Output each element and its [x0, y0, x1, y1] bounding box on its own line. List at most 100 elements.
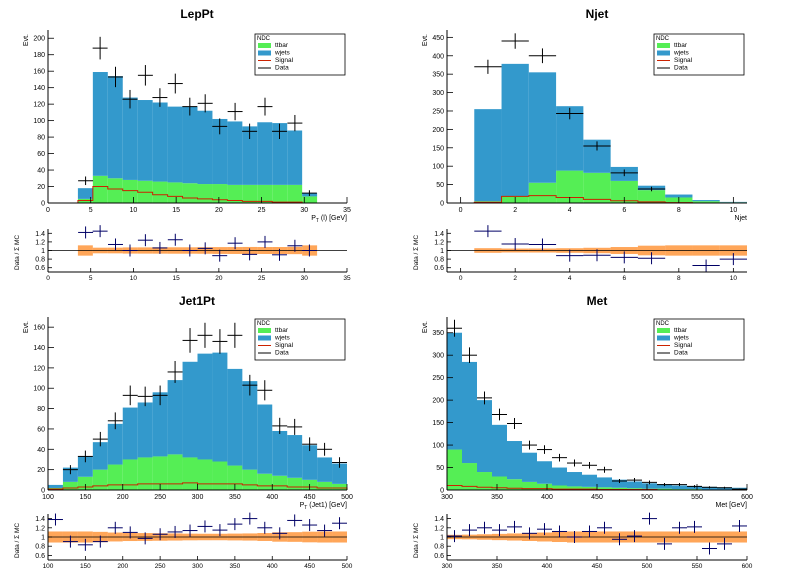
ratio-point — [152, 528, 168, 541]
ratio-y-tick-label: 1.2 — [434, 525, 444, 532]
x-tick-label: 550 — [691, 494, 703, 501]
ttbar-bar — [152, 181, 168, 203]
wjets-bar — [474, 109, 502, 202]
data-point — [302, 437, 318, 452]
data-point — [62, 465, 78, 475]
ttbar-bar — [522, 481, 537, 490]
ratio-point — [227, 518, 243, 531]
ttbar-bar — [477, 472, 492, 490]
y-tick-label: 80 — [37, 135, 45, 142]
ratio-point — [182, 244, 198, 257]
y-tick-label: 160 — [33, 69, 45, 76]
ttbar-bar — [272, 475, 288, 490]
y-tick-label: 150 — [432, 145, 444, 152]
ratio-y-tick-label: 0.8 — [35, 257, 45, 264]
legend-label: wjets — [274, 50, 291, 57]
y-tick-label: 150 — [432, 420, 444, 427]
ratio-point — [637, 252, 666, 265]
ratio-point — [242, 512, 258, 525]
ratio-point — [474, 225, 502, 238]
data-point — [242, 374, 258, 396]
data-point — [137, 386, 153, 407]
ttbar-bar — [122, 459, 138, 490]
y-tick-label: 450 — [432, 35, 444, 42]
wjets-bar — [212, 118, 228, 185]
data-point — [507, 418, 522, 429]
ttbar-bar — [92, 175, 108, 203]
wjets-bar — [522, 452, 537, 482]
y-tick-label: 0 — [440, 488, 444, 495]
ratio-point — [167, 233, 183, 246]
ratio-x-tick-label: 600 — [742, 563, 753, 570]
data-point — [227, 322, 243, 348]
y-axis-label: Evt. — [422, 321, 429, 333]
x-tick-label: 500 — [341, 494, 353, 501]
wjets-bar — [152, 392, 168, 457]
ratio-x-tick-label: 25 — [258, 275, 266, 282]
legend-header: NDC — [656, 36, 670, 42]
ratio-x-tick-label: 500 — [342, 563, 353, 570]
ttbar-bar — [242, 469, 258, 490]
y-tick-label: 60 — [37, 151, 45, 158]
x-axis-label: Met [GeV] — [715, 502, 747, 509]
x-tick-label: 400 — [541, 494, 553, 501]
wjets-bar — [167, 106, 183, 183]
ratio-y-tick-label: 0.8 — [35, 544, 45, 551]
ratio-point — [212, 524, 228, 537]
ratio-x-tick-label: 5 — [89, 275, 93, 282]
data-point — [257, 380, 273, 401]
ratio-point — [287, 239, 303, 252]
x-tick-label: 350 — [491, 494, 503, 501]
wjets-bar — [272, 123, 288, 185]
ttbar-bar — [317, 481, 333, 490]
x-tick-label: 8 — [677, 207, 681, 214]
ratio-point — [212, 249, 228, 262]
wjets-bar — [107, 76, 123, 179]
ratio-point — [227, 237, 243, 250]
data-point — [92, 36, 108, 60]
legend-swatch-ttbar — [657, 328, 670, 333]
ratio-point — [122, 244, 138, 257]
x-tick-label: 5 — [89, 207, 93, 214]
x-tick-label: 4 — [568, 207, 572, 214]
ratio-y-tick-label: 0.6 — [434, 265, 444, 272]
ratio-point — [62, 535, 78, 548]
ratio-point — [257, 235, 273, 248]
ratio-point — [197, 520, 213, 533]
legend-header: NDC — [656, 321, 670, 327]
ratio-point — [78, 226, 94, 239]
y-tick-label: 250 — [432, 108, 444, 115]
legend-swatch-ttbar — [657, 43, 670, 48]
ratio-point — [48, 513, 63, 526]
ratio-point — [537, 523, 552, 536]
x-tick-label: 450 — [591, 494, 603, 501]
wjets-bar — [665, 194, 693, 198]
ratio-x-tick-label: 400 — [267, 563, 278, 570]
legend-label: wjets — [673, 50, 690, 57]
wjets-bar — [537, 461, 552, 484]
ttbar-bar — [212, 184, 228, 203]
ratio-y-tick-label: 1.2 — [35, 239, 45, 246]
data-point — [597, 466, 612, 473]
ttbar-bar — [182, 457, 198, 490]
ratio-point — [122, 526, 138, 539]
ratio-x-tick-label: 2 — [513, 275, 517, 282]
ratio-panel-leppt: 1.41.2 1 0.80.60 5 10 15 20 25 30 35 Data / Σ MC — [14, 225, 351, 282]
chart-title: Njet — [586, 7, 609, 21]
ratio-point — [522, 527, 537, 540]
ratio-x-tick-label: 10 — [730, 275, 738, 282]
y-tick-label: 0 — [41, 201, 45, 208]
data-point — [583, 141, 611, 151]
data-point — [702, 486, 717, 489]
y-tick-label: 60 — [37, 426, 45, 433]
x-tick-label: 150 — [80, 494, 92, 501]
ratio-point — [317, 524, 333, 537]
ratio-y-axis-label: Data / Σ MC — [14, 523, 21, 558]
y-tick-label: 120 — [33, 102, 45, 109]
ratio-point — [702, 542, 717, 555]
ttbar-bar — [552, 485, 567, 490]
data-point — [212, 329, 228, 354]
chart-title: Met — [587, 294, 608, 308]
